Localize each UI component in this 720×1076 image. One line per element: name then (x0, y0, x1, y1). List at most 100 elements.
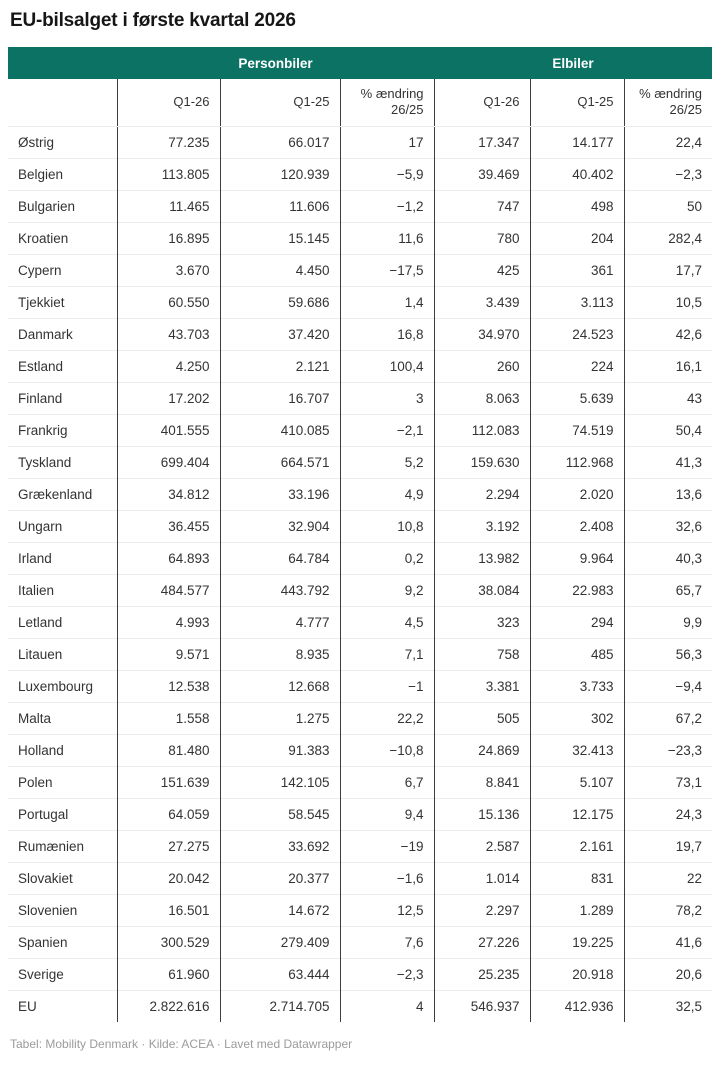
cell-value: 20.918 (529, 957, 625, 990)
cell-country: Rumænien (8, 829, 117, 862)
cell-value: 50,4 (623, 413, 713, 446)
cell-country: Kroatien (8, 221, 117, 254)
cell-country: Cypern (8, 253, 117, 286)
table-row: Holland 81.480 91.383 −10,8 24.869 32.413 −23,… (8, 733, 713, 766)
cell-value: 2.020 (529, 477, 625, 510)
cell-value: 294 (529, 605, 625, 638)
table-row: Kroatien 16.895 15.145 11,6 780 204 282,4 (8, 221, 713, 254)
cell-value: 2.408 (529, 509, 625, 542)
cell-value: 63.444 (219, 957, 340, 990)
cell-value: 16.501 (116, 893, 220, 926)
cell-value: 5.107 (529, 765, 625, 798)
cell-value: 224 (529, 349, 625, 382)
cell-country: Holland (8, 733, 117, 766)
page-title: EU-bilsalget i første kvartal 2026 (10, 10, 296, 31)
cell-value: 10,8 (339, 509, 435, 542)
cell-value: 56,3 (623, 637, 713, 670)
cell-value: 34.812 (116, 477, 220, 510)
cell-value: 4.250 (116, 349, 220, 382)
cell-value: 17.347 (433, 126, 531, 158)
cell-country: Estland (8, 349, 117, 382)
column-header-pct-personbiler: % ændring 26/25 (339, 79, 435, 127)
cell-value: 3.439 (433, 285, 531, 318)
cell-value: 142.105 (219, 765, 340, 798)
cell-value: 61.960 (116, 957, 220, 990)
cell-value: 204 (529, 221, 625, 254)
table-row: Malta 1.558 1.275 22,2 505 302 67,2 (8, 701, 713, 734)
cell-value: 412.936 (529, 989, 625, 1022)
cell-value: 16,8 (339, 317, 435, 350)
table-row: Luxembourg 12.538 12.668 −1 3.381 3.733 −9,4 (8, 669, 713, 702)
cell-value: 361 (529, 253, 625, 286)
table-row: Spanien 300.529 279.409 7,6 27.226 19.225 41,6 (8, 925, 713, 958)
column-header-country (8, 79, 117, 127)
cell-country: EU (8, 989, 117, 1022)
cell-value: 22 (623, 861, 713, 894)
cell-value: 9.571 (116, 637, 220, 670)
table-row: Letland 4.993 4.777 4,5 323 294 9,9 (8, 605, 713, 638)
cell-value: 20.042 (116, 861, 220, 894)
cell-value: 151.639 (116, 765, 220, 798)
cell-value: 425 (433, 253, 531, 286)
cell-value: −1,6 (339, 861, 435, 894)
cell-value: 300.529 (116, 925, 220, 958)
table-row: Danmark 43.703 37.420 16,8 34.970 24.523 42,6 (8, 317, 713, 350)
cell-value: 780 (433, 221, 531, 254)
cell-country: Letland (8, 605, 117, 638)
cell-country: Malta (8, 701, 117, 734)
table-row: Østrig 77.235 66.017 17 17.347 14.177 22,4 (8, 126, 713, 158)
table-row: Estland 4.250 2.121 100,4 260 224 16,1 (8, 349, 713, 382)
table-row: Irland 64.893 64.784 0,2 13.982 9.964 40,3 (8, 541, 713, 574)
cell-value: 66.017 (219, 126, 340, 158)
cell-value: 15.145 (219, 221, 340, 254)
cell-value: 401.555 (116, 413, 220, 446)
cell-value: 279.409 (219, 925, 340, 958)
cell-value: 8.841 (433, 765, 531, 798)
table-row: Cypern 3.670 4.450 −17,5 425 361 17,7 (8, 253, 713, 286)
cell-value: 159.630 (433, 445, 531, 478)
cell-country: Danmark (8, 317, 117, 350)
table-row: Slovenien 16.501 14.672 12,5 2.297 1.289 78,2 (8, 893, 713, 926)
column-header-q1-25-personbiler: Q1-25 (219, 79, 340, 127)
cell-value: 34.970 (433, 317, 531, 350)
cell-value: 12,5 (339, 893, 435, 926)
cell-value: 4 (339, 989, 435, 1022)
cell-value: 0,2 (339, 541, 435, 574)
cell-value: 64.893 (116, 541, 220, 574)
cell-country: Ungarn (8, 509, 117, 542)
cell-value: 32.413 (529, 733, 625, 766)
cell-value: 50 (623, 189, 713, 222)
cell-value: 4.993 (116, 605, 220, 638)
cell-value: 3.733 (529, 669, 625, 702)
cell-value: −5,9 (339, 157, 435, 190)
cell-country: Irland (8, 541, 117, 574)
cell-value: 9.964 (529, 541, 625, 574)
table-row: Italien 484.577 443.792 9,2 38.084 22.983 65,7 (8, 573, 713, 606)
cell-value: 3.113 (529, 285, 625, 318)
cell-value: 40.402 (529, 157, 625, 190)
table-row: Rumænien 27.275 33.692 −19 2.587 2.161 19,7 (8, 829, 713, 862)
column-header-row: Q1-26 Q1-25 % ændring 26/25 Q1-26 Q1-25 … (8, 79, 713, 127)
cell-value: 3 (339, 381, 435, 414)
cell-value: 7,6 (339, 925, 435, 958)
cell-country: Belgien (8, 157, 117, 190)
cell-country: Frankrig (8, 413, 117, 446)
cell-value: 33.196 (219, 477, 340, 510)
group-header-elbiler: Elbiler (434, 47, 713, 79)
cell-value: 17,7 (623, 253, 713, 286)
cell-value: 699.404 (116, 445, 220, 478)
column-header-q1-25-elbiler: Q1-25 (529, 79, 625, 127)
cell-value: 42,6 (623, 317, 713, 350)
cell-value: 3.670 (116, 253, 220, 286)
table-row: Frankrig 401.555 410.085 −2,1 112.083 74.519 5… (8, 413, 713, 446)
cell-value: 38.084 (433, 573, 531, 606)
cell-value: 91.383 (219, 733, 340, 766)
table-row: EU 2.822.616 2.714.705 4 546.937 412.936 32,5 (8, 989, 713, 1022)
group-header-personbiler: Personbiler (117, 47, 435, 79)
cell-value: 32,5 (623, 989, 713, 1022)
cell-value: 831 (529, 861, 625, 894)
cell-value: 14.672 (219, 893, 340, 926)
cell-value: 73,1 (623, 765, 713, 798)
cell-value: 22.983 (529, 573, 625, 606)
cell-value: 1,4 (339, 285, 435, 318)
